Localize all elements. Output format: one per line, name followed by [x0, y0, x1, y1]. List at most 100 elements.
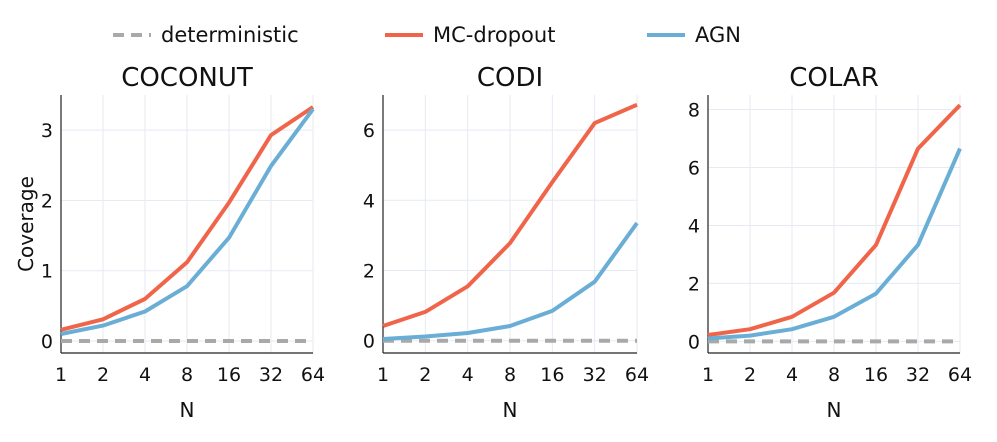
legend-label: MC-dropout: [433, 23, 555, 47]
legend-item-deterministic: deterministic: [113, 23, 299, 47]
chart-panel-colar: 1 2 4 8 16 32 64 0 2 4 6 8 COLAR N: [688, 63, 972, 422]
x-axis-label: N: [827, 398, 842, 422]
legend: deterministic MC-dropout AGN: [113, 23, 741, 47]
data-point-mc-dropout: [635, 103, 639, 107]
x-tick-label: 64: [301, 364, 325, 386]
data-point-deterministic: [635, 339, 639, 343]
gridlines: [707, 95, 961, 353]
data-point-agn: [958, 147, 962, 151]
data-point-deterministic: [593, 339, 597, 343]
data-point-mc-dropout: [508, 241, 512, 245]
y-tick-label: 6: [688, 157, 700, 179]
data-point-agn: [185, 284, 189, 288]
data-point-agn: [706, 337, 710, 341]
y-tick-label: 3: [41, 120, 53, 142]
data-point-deterministic: [423, 339, 427, 343]
data-point-agn: [143, 310, 147, 314]
chart-panel-codi: 1 2 4 8 16 32 64 0 2 4 6 CODI N: [363, 63, 649, 422]
data-point-deterministic: [832, 339, 836, 343]
data-point-agn: [916, 243, 920, 247]
series-line-mc-dropout: [60, 105, 315, 332]
legend-item-agn: AGN: [647, 23, 741, 47]
data-point-mc-dropout: [423, 310, 427, 314]
data-point-deterministic: [508, 339, 512, 343]
data-point-mc-dropout: [143, 297, 147, 301]
x-tick-label: 16: [540, 364, 564, 386]
x-tick-label: 1: [55, 364, 67, 386]
data-point-mc-dropout: [958, 103, 962, 107]
data-point-mc-dropout: [874, 243, 878, 247]
data-point-deterministic: [185, 339, 189, 343]
data-point-mc-dropout: [832, 291, 836, 295]
data-point-deterministic: [790, 339, 794, 343]
x-tick-label: 64: [625, 364, 649, 386]
x-tick-label: 8: [504, 364, 516, 386]
legend-label: AGN: [695, 23, 741, 47]
data-point-mc-dropout: [748, 327, 752, 331]
data-point-agn: [269, 164, 273, 168]
data-point-deterministic: [748, 339, 752, 343]
data-point-deterministic: [466, 339, 470, 343]
x-tick-label: 2: [97, 364, 109, 386]
y-tick-label: 0: [688, 331, 700, 353]
data-point-mc-dropout: [790, 315, 794, 319]
y-tick-label: 0: [363, 331, 375, 353]
x-tick-label: 2: [419, 364, 431, 386]
y-tick-label: 4: [363, 190, 375, 212]
y-tick-label: 6: [363, 120, 375, 142]
y-axis-label: Coverage: [14, 176, 38, 272]
x-axis-label: N: [180, 398, 195, 422]
data-point-deterministic: [916, 339, 920, 343]
data-point-deterministic: [550, 339, 554, 343]
data-point-mc-dropout: [550, 180, 554, 184]
series-line-agn: [707, 147, 962, 341]
data-point-deterministic: [59, 339, 63, 343]
x-tick-label: 4: [462, 364, 474, 386]
data-point-agn: [227, 236, 231, 240]
data-point-mc-dropout: [59, 328, 63, 332]
data-point-deterministic: [227, 339, 231, 343]
data-point-mc-dropout: [227, 201, 231, 205]
data-point-deterministic: [143, 339, 147, 343]
data-point-deterministic: [958, 339, 962, 343]
series-line-agn: [382, 221, 639, 341]
data-point-agn: [832, 315, 836, 319]
data-point-agn: [381, 337, 385, 341]
x-tick-label: 64: [948, 364, 972, 386]
series-line-mc-dropout: [382, 102, 638, 328]
x-tick-label: 32: [906, 364, 930, 386]
data-point-agn: [748, 334, 752, 338]
chart-title: CODI: [477, 63, 543, 93]
data-point-mc-dropout: [101, 317, 105, 321]
y-tick-label: 1: [41, 261, 53, 283]
x-tick-label: 1: [702, 364, 714, 386]
data-point-agn: [874, 292, 878, 296]
data-point-mc-dropout: [185, 260, 189, 264]
x-tick-label: 1: [377, 364, 389, 386]
data-point-deterministic: [311, 339, 315, 343]
data-point-agn: [311, 107, 315, 111]
data-point-agn: [59, 332, 63, 336]
data-point-agn: [593, 280, 597, 284]
x-tick-label: 16: [217, 364, 241, 386]
series-line-agn: [60, 107, 315, 336]
y-tick-label: 2: [41, 190, 53, 212]
x-tick-label: 4: [139, 364, 151, 386]
legend-item-mc-dropout: MC-dropout: [385, 23, 555, 47]
data-point-deterministic: [874, 339, 878, 343]
y-tick-label: 4: [688, 215, 700, 237]
data-point-agn: [508, 324, 512, 328]
data-point-agn: [423, 335, 427, 339]
x-axis-label: N: [503, 398, 518, 422]
data-point-agn: [550, 309, 554, 313]
x-tick-label: 8: [828, 364, 840, 386]
data-point-agn: [790, 327, 794, 331]
x-tick-label: 32: [259, 364, 283, 386]
data-point-mc-dropout: [593, 121, 597, 125]
data-point-agn: [466, 331, 470, 335]
data-point-mc-dropout: [269, 133, 273, 137]
data-point-agn: [101, 324, 105, 328]
